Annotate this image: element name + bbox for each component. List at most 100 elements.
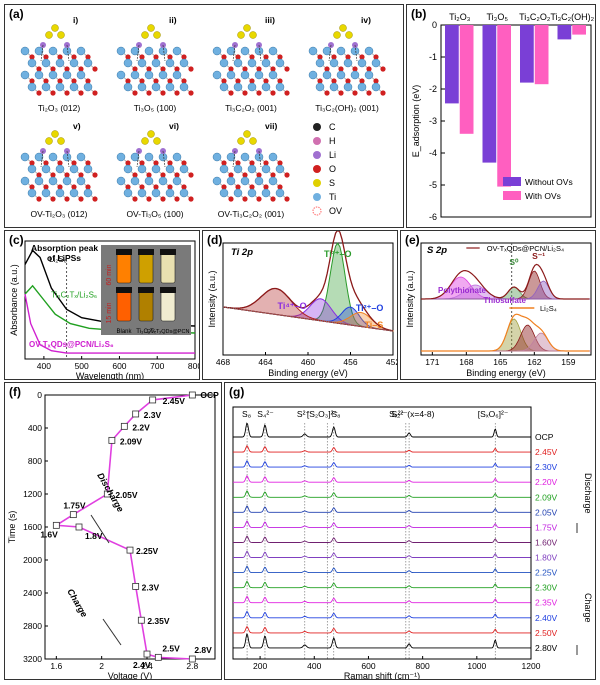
- ti-atom: [212, 46, 222, 56]
- o-atom: [188, 90, 194, 96]
- bar-without-ovs: [520, 25, 534, 83]
- o-atom: [78, 196, 84, 202]
- o-atom: [181, 184, 187, 190]
- o-atom: [256, 66, 262, 72]
- o-atom: [256, 196, 262, 202]
- y-tick-label: -6: [429, 212, 437, 222]
- o-atom: [64, 196, 70, 202]
- marker-square: [126, 546, 134, 554]
- panel-e-chart: 171 168 165 162 159 Binding energy (eV) Intens…: [405, 242, 592, 378]
- o-atom: [256, 90, 262, 96]
- o-atom: [43, 184, 49, 190]
- x-tick-label: 456: [343, 357, 357, 367]
- o-atom: [167, 54, 173, 60]
- vial: [116, 252, 132, 284]
- ti-atom: [137, 188, 147, 198]
- o-atom: [284, 66, 290, 72]
- structure-label: Ti₂O₃ (012): [38, 103, 81, 113]
- ti-atom: [179, 188, 189, 198]
- legend-label: Without OVs: [525, 177, 573, 187]
- legend-symbol: Ti: [329, 192, 336, 202]
- o-atom: [57, 54, 63, 60]
- structure-label: Ti₃C₂O₂ (001): [225, 103, 277, 113]
- fit-envelope: [222, 231, 394, 332]
- panel-d-chart: 468 464 460 456 452 Binding energy (eV) Intens…: [207, 231, 398, 378]
- ti-atom: [55, 82, 65, 92]
- bar-without-ovs: [482, 25, 497, 163]
- o-atom: [235, 184, 241, 190]
- x-axis-label: Wavelength (nm): [76, 371, 144, 380]
- o-atom: [57, 160, 63, 166]
- o-atom: [36, 172, 42, 178]
- s-atom: [51, 130, 59, 138]
- o-atom: [249, 54, 255, 60]
- ti-atom: [48, 152, 58, 162]
- ti-atom: [76, 70, 86, 80]
- ti-atom: [116, 70, 126, 80]
- chart-title: S 2p: [427, 245, 447, 256]
- ti-atom: [219, 82, 229, 92]
- bond-length-line: [162, 150, 166, 168]
- structure-roman-label: iii): [265, 15, 275, 25]
- ti-atom: [261, 82, 271, 92]
- y-tick-label: 0: [432, 20, 437, 30]
- point-label: 1.75V: [63, 501, 86, 511]
- ti-atom: [55, 188, 65, 198]
- ti-atom: [233, 188, 243, 198]
- point-label: 2.4V: [133, 660, 151, 670]
- ti-atom: [83, 188, 93, 198]
- ti-atom: [130, 152, 140, 162]
- legend-label: With OVs: [525, 191, 561, 201]
- vial: [160, 252, 176, 284]
- ti-atom: [137, 58, 147, 68]
- s-atom: [141, 31, 149, 39]
- ti-atom: [261, 58, 271, 68]
- ti-atom: [226, 176, 236, 186]
- direction-label: Charge: [65, 587, 89, 619]
- ti-atom: [343, 82, 353, 92]
- vial-time-label: 60 min: [106, 264, 113, 285]
- ti-atom: [69, 82, 79, 92]
- o-atom: [228, 66, 234, 72]
- ti-atom: [27, 82, 37, 92]
- ti-atom: [41, 188, 51, 198]
- ti-atom: [69, 58, 79, 68]
- o-atom: [235, 78, 241, 84]
- o-atom: [228, 196, 234, 202]
- y-tick-label: -2: [429, 84, 437, 94]
- o-atom: [64, 172, 70, 178]
- category-label: Ti₂O₃: [449, 12, 471, 22]
- structure-roman-label: iv): [361, 15, 371, 25]
- annotation: Absorption peak: [31, 243, 98, 253]
- ti-atom: [34, 70, 44, 80]
- ti-atom: [226, 46, 236, 56]
- o-atom: [221, 184, 227, 190]
- legend-marker: [313, 123, 321, 131]
- o-atom: [352, 90, 358, 96]
- bar-with-ovs: [497, 25, 511, 187]
- bottom-spectrum-envelope: [421, 313, 590, 352]
- ti-atom: [336, 46, 346, 56]
- o-atom: [125, 54, 131, 60]
- ti-atom: [329, 58, 339, 68]
- x-tick-label: 452: [386, 357, 398, 367]
- ti-atom: [212, 70, 222, 80]
- bar-with-ovs: [572, 25, 586, 35]
- point-label: 2.3V: [142, 582, 160, 592]
- s-atom: [249, 137, 257, 145]
- structure-roman-label: vii): [265, 121, 277, 131]
- ti-atom: [41, 58, 51, 68]
- s-atom: [249, 31, 257, 39]
- o-atom: [85, 160, 91, 166]
- raman-spectrum: [233, 633, 531, 649]
- vial-cap: [138, 287, 154, 293]
- legend-marker: [313, 193, 321, 201]
- x-tick-label: 460: [301, 357, 315, 367]
- ti-atom: [261, 164, 271, 174]
- o-atom: [43, 78, 49, 84]
- structure-label: Ti₃O₅ (100): [134, 103, 177, 113]
- x-tick-label: 468: [216, 357, 230, 367]
- legend-label: Li₂S₄: [540, 304, 557, 313]
- ti-atom: [62, 70, 72, 80]
- legend-ov-marker: [312, 206, 322, 216]
